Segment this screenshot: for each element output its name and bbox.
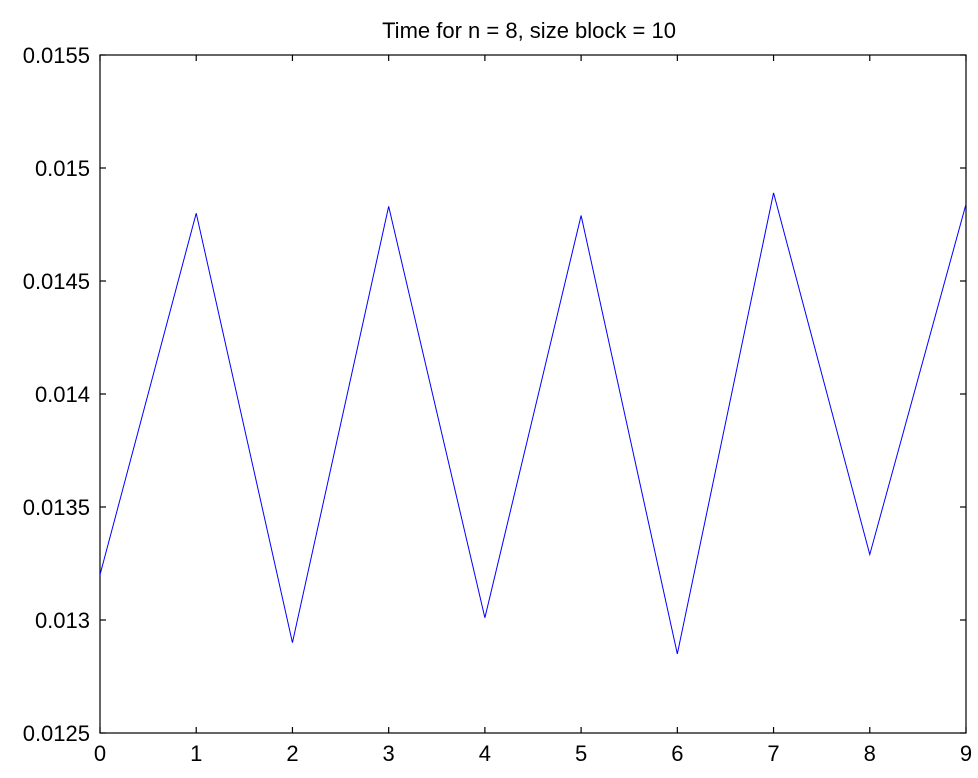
x-tick-label: 3 xyxy=(383,741,395,766)
plot-border xyxy=(99,54,967,734)
x-tick-label: 7 xyxy=(767,741,779,766)
y-axis: 0.0125 0.013 0.0135 0.014 0.0145 0.015 0.0155 xyxy=(23,43,966,746)
y-tick-label: 0.0135 xyxy=(23,495,90,520)
y-tick-label: 0.0145 xyxy=(23,269,90,294)
y-tick-label: 0.014 xyxy=(35,382,90,407)
x-tick-label: 6 xyxy=(671,741,683,766)
y-tick-label: 0.015 xyxy=(35,156,90,181)
x-tick-label: 9 xyxy=(960,741,972,766)
x-tick-label: 4 xyxy=(479,741,491,766)
plot-frame xyxy=(99,54,967,734)
x-tick-label: 0 xyxy=(94,741,106,766)
x-tick-label: 2 xyxy=(286,741,298,766)
y-tick-label: 0.013 xyxy=(35,608,90,633)
chart-title: Time for n = 8, size block = 10 xyxy=(382,18,676,43)
x-axis: 0 1 2 3 4 5 6 7 8 9 xyxy=(94,55,972,766)
y-tick-label: 0.0125 xyxy=(23,721,90,746)
series-layer xyxy=(99,192,967,655)
y-tick-label: 0.0155 xyxy=(23,43,90,68)
series-line xyxy=(99,192,967,655)
x-tick-label: 5 xyxy=(575,741,587,766)
x-tick-label: 1 xyxy=(190,741,202,766)
x-tick-label: 8 xyxy=(864,741,876,766)
